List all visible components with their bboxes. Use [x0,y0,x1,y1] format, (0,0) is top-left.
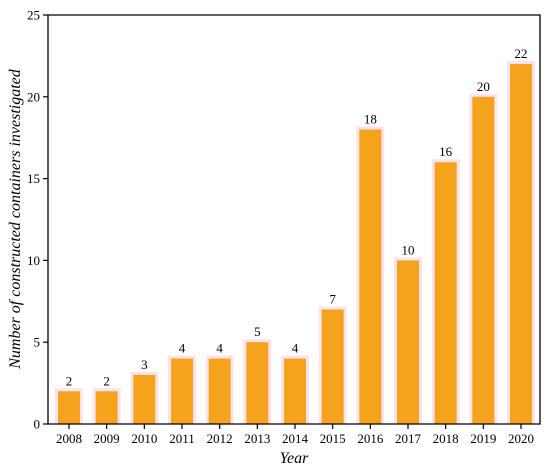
bar-2017 [397,260,419,424]
bar-2019 [472,96,495,425]
x-tick-label-2013: 2013 [244,431,270,446]
y-tick-label-5: 5 [34,335,41,350]
x-tick-label-2009: 2009 [94,431,120,446]
x-tick-label-2020: 2020 [508,431,534,446]
y-tick-label-25: 25 [27,8,40,23]
x-tick-label-2010: 2010 [131,431,157,446]
data-label-2016: 18 [364,112,377,127]
y-tick-label-0: 0 [34,417,41,432]
y-tick-label-15: 15 [27,171,40,186]
bar-2014 [284,358,306,424]
y-ticks-group: 0 5 10 15 20 25 [27,8,48,432]
data-label-2011: 4 [179,341,186,356]
bar-2016 [359,129,382,424]
bar-2018 [434,162,457,425]
y-tick-label-20: 20 [27,89,40,104]
x-tick-label-2019: 2019 [470,431,496,446]
data-label-2009: 2 [103,373,110,388]
axes-group [47,14,541,425]
data-label-2018: 16 [439,144,453,159]
y-axis-title: Number of constructed containers investi… [7,68,24,370]
data-label-2013: 5 [254,324,261,339]
bar-2008 [58,391,80,424]
data-label-2010: 3 [141,357,148,372]
plot-frame [47,14,541,425]
bars-group [55,61,535,425]
x-tick-label-2008: 2008 [56,431,82,446]
x-tick-label-2017: 2017 [395,431,422,446]
data-label-2017: 10 [402,242,415,257]
bar-2015 [321,309,344,424]
bar-2020 [510,64,532,424]
x-tick-label-2014: 2014 [282,431,309,446]
x-tick-label-2018: 2018 [433,431,459,446]
data-label-2008: 2 [66,373,73,388]
data-label-2015: 7 [329,291,336,306]
x-tick-label-2015: 2015 [320,431,346,446]
bar-2009 [95,391,118,424]
x-ticks-group: 2008 2009 2010 2011 2012 2013 2014 2015 2016 2017… [56,424,534,446]
data-label-2014: 4 [292,341,299,356]
data-label-2020: 22 [515,46,528,61]
bar-2012 [208,358,231,424]
x-tick-label-2011: 2011 [169,431,195,446]
bar-2013 [246,342,269,424]
x-tick-label-2012: 2012 [207,431,233,446]
x-axis-title: Year [280,450,310,467]
bar-2011 [171,358,193,424]
data-label-2019: 20 [477,79,490,94]
data-label-2012: 4 [216,341,223,356]
x-tick-label-2016: 2016 [357,431,384,446]
y-tick-label-10: 10 [27,253,40,268]
bar-2010 [133,374,156,424]
